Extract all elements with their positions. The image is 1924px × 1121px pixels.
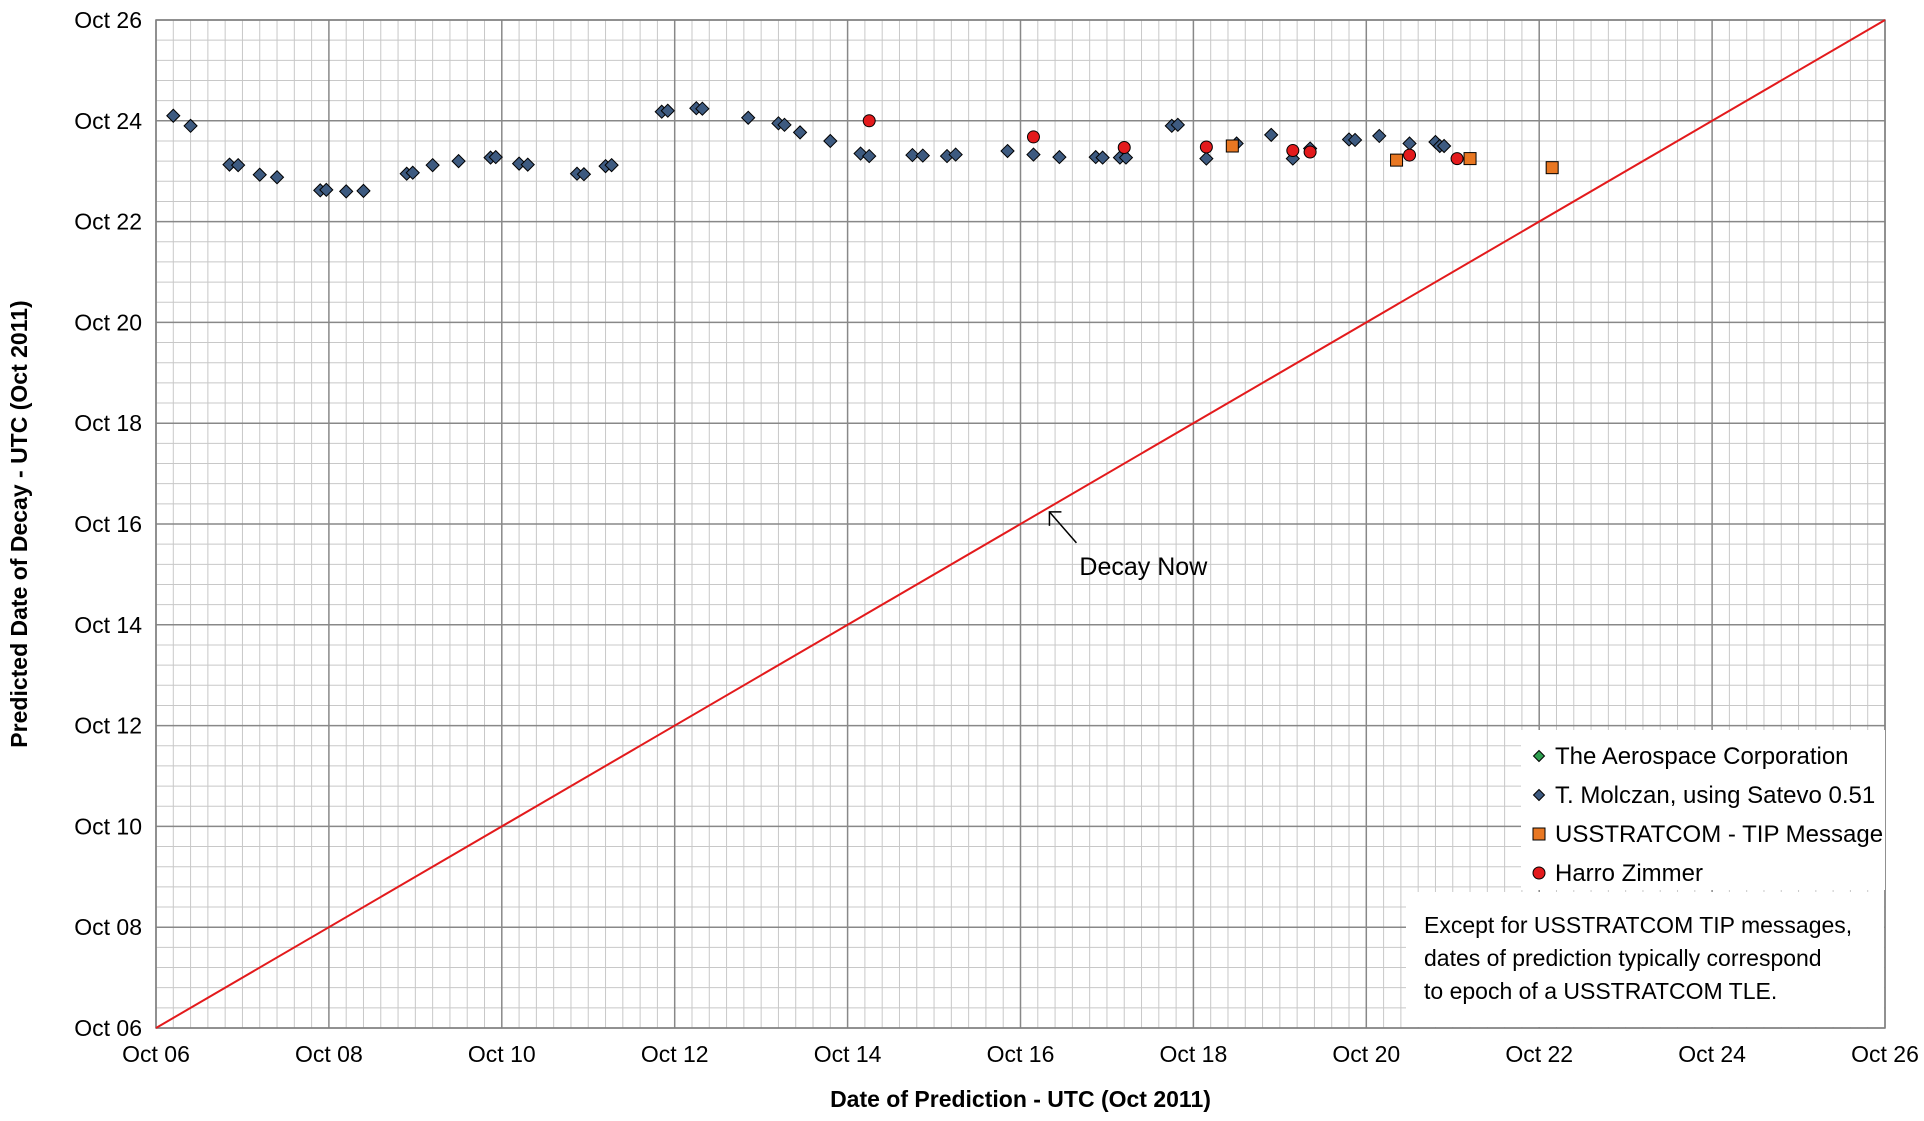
y-tick-label: Oct 10 xyxy=(74,813,142,839)
square-data-point xyxy=(1463,152,1477,166)
x-tick-label: Oct 20 xyxy=(1332,1041,1400,1067)
circle-data-point xyxy=(1450,152,1464,166)
diamond-data-point xyxy=(1263,127,1279,143)
note-line: to epoch of a USSTRATCOM TLE. xyxy=(1424,978,1777,1004)
annotation-label: Decay Now xyxy=(1079,553,1208,581)
legend-marker-diamond xyxy=(1532,788,1546,802)
square-data-point xyxy=(1390,153,1404,167)
diamond-data-point xyxy=(576,167,592,182)
x-tick-label: Oct 12 xyxy=(641,1041,709,1067)
circle-data-point xyxy=(862,114,876,128)
x-tick-label: Oct 08 xyxy=(295,1041,363,1067)
diamond-data-point xyxy=(252,167,267,182)
diamond-data-point xyxy=(792,125,808,140)
legend-marker-circle xyxy=(1532,866,1546,880)
diamond-data-point xyxy=(183,118,198,134)
square-data-point xyxy=(1225,139,1239,153)
square-data-point xyxy=(1545,161,1559,175)
y-tick-label: Oct 22 xyxy=(74,209,142,235)
diamond-data-point xyxy=(1199,151,1214,166)
x-tick-label: Oct 06 xyxy=(122,1041,190,1067)
diamond-data-point xyxy=(520,157,535,172)
circle-data-point xyxy=(1199,140,1213,154)
diamond-data-point xyxy=(1170,117,1186,133)
diamond-data-point xyxy=(862,148,877,164)
diamond-data-point xyxy=(511,156,527,171)
diamond-data-point xyxy=(1052,149,1067,165)
diamond-data-point xyxy=(1372,128,1387,144)
diamond-data-point xyxy=(777,117,792,133)
circle-data-point xyxy=(1117,141,1131,155)
note-background xyxy=(1406,892,1884,1027)
diamond-data-point xyxy=(319,182,334,198)
diamond-data-point xyxy=(425,157,440,173)
y-axis-ticks: Oct 06 Oct 08 Oct 10 Oct 12 Oct 14 Oct 16 Oct … xyxy=(74,7,142,1041)
y-tick-label: Oct 06 xyxy=(74,1015,142,1041)
x-tick-label: Oct 22 xyxy=(1505,1041,1573,1067)
annotation-arrow-head xyxy=(1048,511,1062,526)
decay-now-annotation: Decay Now xyxy=(1048,511,1208,581)
annotation-arrow-shaft xyxy=(1048,511,1078,544)
y-tick-label: Oct 14 xyxy=(74,612,142,638)
legend-label: Harro Zimmer xyxy=(1555,860,1703,887)
diamond-data-point xyxy=(604,157,619,173)
data-markers xyxy=(166,100,1559,199)
note-line: dates of prediction typically correspond xyxy=(1424,945,1822,971)
diamond-data-point xyxy=(1000,143,1015,159)
legend-marker-diamond xyxy=(1532,749,1546,763)
x-tick-label: Oct 14 xyxy=(814,1041,882,1067)
y-tick-label: Oct 26 xyxy=(74,7,142,33)
y-tick-label: Oct 18 xyxy=(74,410,142,436)
decay-now-line xyxy=(155,19,1886,1029)
x-axis-ticks: Oct 06 Oct 08 Oct 10 Oct 12 Oct 14 Oct 16 Oct … xyxy=(122,1041,1919,1067)
note-box: Except for USSTRATCOM TIP messages, date… xyxy=(1406,892,1884,1027)
diamond-data-point xyxy=(1026,147,1041,162)
diamond-data-point xyxy=(1347,132,1363,148)
diamond-data-point xyxy=(1436,138,1452,154)
diamond-data-point xyxy=(230,157,246,173)
y-tick-label: Oct 20 xyxy=(74,309,142,335)
y-axis-title: Predicted Date of Decay - UTC (Oct 2011) xyxy=(6,300,32,747)
legend-label: T. Molczan, using Satevo 0.51 xyxy=(1555,782,1875,809)
x-tick-label: Oct 18 xyxy=(1160,1041,1228,1067)
x-tick-label: Oct 26 xyxy=(1851,1041,1919,1067)
circle-data-point xyxy=(1403,148,1417,162)
diamond-data-point xyxy=(1095,150,1110,165)
circle-data-point xyxy=(1286,144,1300,158)
y-tick-label: Oct 24 xyxy=(74,108,142,134)
diamond-data-point xyxy=(905,147,920,163)
diamond-data-point xyxy=(338,184,354,199)
x-axis-title: Date of Prediction - UTC (Oct 2011) xyxy=(830,1086,1211,1112)
diamond-data-point xyxy=(166,108,181,123)
circle-data-point xyxy=(1026,130,1040,144)
diamond-data-point xyxy=(269,170,285,185)
diamond-data-point xyxy=(488,149,503,165)
x-tick-label: Oct 16 xyxy=(987,1041,1055,1067)
legend-label: USSTRATCOM - TIP Message xyxy=(1555,821,1883,848)
diamond-data-point xyxy=(356,183,371,199)
diamond-data-point xyxy=(451,153,466,169)
diamond-data-point xyxy=(695,101,710,116)
diamond-data-point xyxy=(948,147,963,162)
x-tick-label: Oct 10 xyxy=(468,1041,536,1067)
y-tick-label: Oct 12 xyxy=(74,713,142,739)
legend: The Aerospace Corporation T. Molczan, usi… xyxy=(1521,730,1885,890)
diamond-data-point xyxy=(660,103,675,118)
diamond-data-point xyxy=(405,165,420,180)
y-tick-label: Oct 08 xyxy=(74,914,142,940)
circle-data-point xyxy=(1303,145,1317,159)
legend-label: The Aerospace Corporation xyxy=(1555,743,1849,770)
legend-box xyxy=(1521,730,1885,890)
note-line: Except for USSTRATCOM TIP messages, xyxy=(1424,912,1852,938)
plot-area-frame xyxy=(155,19,1886,1029)
legend-marker-square xyxy=(1532,827,1546,841)
y-tick-label: Oct 16 xyxy=(74,511,142,537)
legend-items: The Aerospace Corporation T. Molczan, usi… xyxy=(1532,743,1883,887)
diamond-data-point xyxy=(740,110,756,125)
x-tick-label: Oct 24 xyxy=(1678,1041,1746,1067)
diamond-data-point xyxy=(1118,150,1134,165)
diamond-data-point xyxy=(823,133,838,149)
diamond-data-point xyxy=(915,148,931,163)
